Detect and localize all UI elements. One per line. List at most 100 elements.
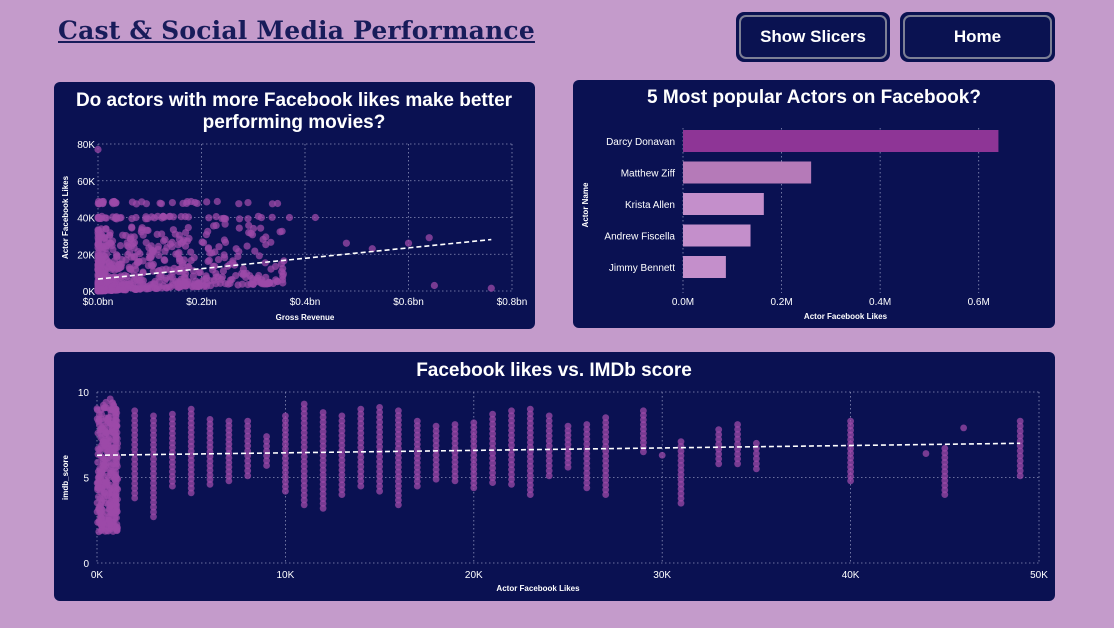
data-point [413, 473, 421, 481]
data-point [150, 455, 157, 463]
data-point [144, 226, 152, 235]
data-point [131, 451, 139, 458]
data-point [112, 454, 120, 462]
data-point [161, 256, 169, 264]
data-point [425, 234, 433, 242]
home-label: Home [903, 15, 1052, 59]
data-point [487, 284, 495, 292]
data-point [257, 214, 265, 222]
data-point [432, 451, 440, 459]
data-point [1016, 442, 1024, 450]
bar [683, 193, 764, 215]
data-point [677, 471, 685, 479]
data-point [150, 412, 157, 420]
data-point [282, 445, 289, 453]
data-point [202, 231, 210, 239]
data-point [602, 486, 610, 494]
data-point [244, 432, 252, 440]
data-point [526, 443, 534, 451]
data-point [101, 456, 109, 464]
data-point [202, 282, 211, 290]
data-point [1016, 417, 1024, 425]
data-point [319, 471, 327, 479]
data-point [131, 489, 139, 497]
data-point [168, 238, 176, 246]
data-point [278, 268, 286, 276]
data-point [244, 199, 252, 207]
data-point [119, 286, 127, 294]
data-point [357, 405, 365, 413]
data-point [244, 462, 252, 470]
data-point [246, 272, 254, 280]
data-point [376, 477, 383, 485]
data-point [451, 472, 459, 480]
data-point [150, 431, 157, 439]
data-point [508, 480, 515, 488]
data-point [376, 404, 383, 411]
data-point [300, 477, 308, 485]
data-point [319, 409, 327, 416]
data-point [128, 198, 136, 206]
data-point [169, 453, 176, 461]
data-point [102, 267, 110, 275]
data-point [148, 213, 156, 221]
data-point [263, 457, 270, 465]
data-point [150, 460, 157, 468]
data-point [395, 477, 402, 485]
data-point [753, 455, 760, 463]
data-point [169, 434, 176, 442]
data-point [150, 484, 157, 492]
data-point [319, 476, 327, 483]
data-point [106, 395, 114, 403]
data-point [184, 224, 192, 232]
data-point [715, 436, 723, 443]
data-point [508, 431, 515, 439]
data-point [545, 467, 553, 475]
data-point [583, 469, 591, 477]
data-point [357, 449, 365, 456]
data-point [319, 433, 327, 440]
data-point [282, 440, 289, 448]
data-point [263, 452, 270, 460]
data-point [395, 482, 402, 490]
data-point [112, 251, 120, 259]
data-point [470, 451, 478, 459]
data-point [941, 445, 949, 452]
data-point [257, 224, 265, 232]
data-point [94, 226, 102, 234]
show-slicers-button[interactable]: Show Slicers [736, 12, 890, 62]
data-point [508, 446, 515, 454]
data-point [526, 429, 534, 437]
data-point [677, 485, 685, 493]
data-point [677, 447, 685, 455]
data-point [150, 422, 157, 429]
data-point [131, 417, 139, 424]
data-point [753, 439, 760, 447]
data-point [300, 496, 308, 504]
data-point [470, 419, 478, 427]
data-point [170, 264, 178, 272]
data-point [357, 410, 365, 418]
data-point [139, 257, 147, 265]
data-point [319, 485, 327, 493]
data-point [545, 452, 553, 460]
data-point [142, 215, 150, 223]
data-point [112, 463, 120, 471]
data-point [94, 145, 102, 154]
data-point [715, 460, 723, 468]
data-point [395, 454, 402, 462]
x-axis-label: Actor Facebook Likes [496, 584, 580, 593]
data-point [150, 446, 157, 453]
data-point [116, 242, 125, 250]
data-point [112, 473, 120, 480]
data-point [146, 281, 154, 289]
data-point [150, 503, 157, 511]
data-point [413, 482, 421, 490]
data-point [489, 459, 496, 467]
data-point [106, 231, 114, 239]
data-point [526, 415, 534, 422]
home-button[interactable]: Home [900, 12, 1055, 62]
data-point [248, 231, 257, 239]
data-point [602, 419, 610, 426]
data-point [602, 433, 610, 441]
